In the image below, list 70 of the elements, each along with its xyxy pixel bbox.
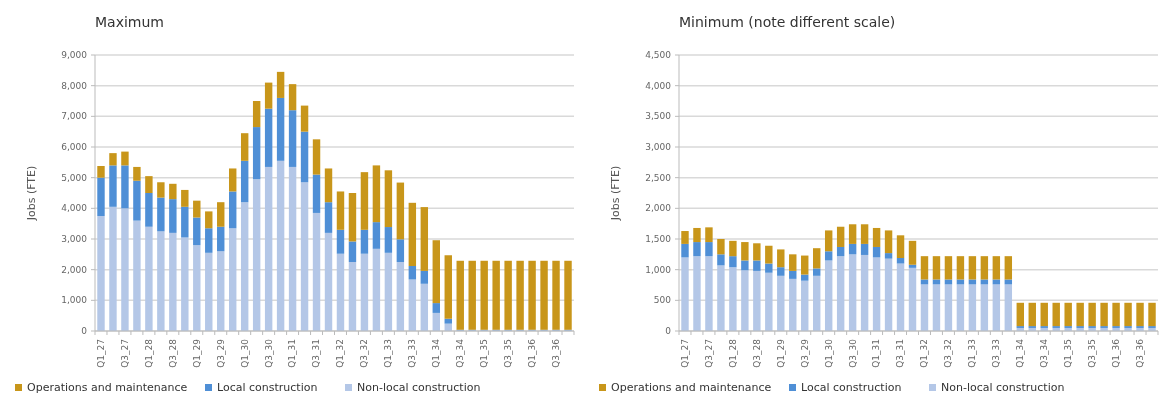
- y-tick-label: 7,000: [61, 111, 88, 122]
- y-tick-label: 500: [653, 295, 672, 306]
- y-tick-label: 1,500: [645, 233, 672, 244]
- chart-title: Minimum (note different scale): [679, 14, 896, 30]
- chart-title: Maximum: [95, 14, 164, 30]
- x-tick-label: Q3_27: [703, 339, 714, 368]
- x-tick-label: Q1_33: [383, 339, 394, 368]
- x-tick-label: Q3_32: [359, 339, 370, 368]
- x-tick-label: Q1_32: [335, 339, 346, 368]
- legend-label: Non-local construction: [357, 381, 481, 394]
- x-tick-label: Q3_36: [550, 338, 561, 368]
- x-tick-label: Q1_28: [727, 338, 738, 368]
- y-tick-label: 3,000: [645, 141, 672, 152]
- y-tick-label: 4,000: [61, 203, 88, 214]
- x-tick-label: Q1_35: [1063, 339, 1074, 368]
- x-tick-label: Q1_27: [679, 339, 690, 368]
- y-tick-label: 3,500: [645, 111, 672, 122]
- x-tick-label: Q3_35: [1087, 339, 1098, 368]
- x-tick-label: Q1_33: [967, 339, 978, 368]
- y-tick-label: 1,000: [61, 295, 88, 306]
- y-tick-label: 2,000: [645, 203, 672, 214]
- y-tick-label: 3,000: [61, 233, 88, 244]
- y-tick-label: 2,000: [61, 264, 88, 275]
- x-tick-label: Q3_29: [799, 338, 810, 368]
- y-tick-label: 2,500: [645, 172, 672, 183]
- x-tick-label: Q1_32: [919, 339, 930, 368]
- y-tick-label: 8,000: [61, 80, 88, 91]
- x-tick-label: Q3_28: [751, 338, 762, 368]
- x-tick-label: Q1_34: [431, 338, 442, 368]
- y-tick-label: 0: [81, 325, 88, 336]
- y-tick-label: 9,000: [61, 49, 88, 60]
- y-tick-label: 6,000: [61, 141, 88, 152]
- legend-label: Operations and maintenance: [611, 381, 772, 394]
- y-tick-label: 4,500: [645, 49, 672, 60]
- y-tick-label: 4,000: [645, 80, 672, 91]
- x-tick-label: Q3_32: [943, 339, 954, 368]
- x-tick-label: Q1_36: [1110, 338, 1121, 368]
- x-tick-label: Q1_35: [479, 339, 490, 368]
- x-tick-label: Q3_33: [407, 339, 418, 368]
- x-tick-label: Q1_31: [287, 339, 298, 368]
- x-tick-label: Q1_30: [823, 338, 834, 368]
- legend-label: Non-local construction: [941, 381, 1065, 394]
- legend-label: Local construction: [217, 381, 318, 394]
- x-tick-label: Q1_31: [871, 339, 882, 368]
- x-tick-label: Q3_31: [895, 339, 906, 368]
- x-tick-label: Q3_34: [455, 338, 466, 368]
- x-tick-label: Q3_36: [1134, 338, 1145, 368]
- x-tick-label: Q1_30: [239, 338, 250, 368]
- x-tick-label: Q1_28: [143, 338, 154, 368]
- x-tick-label: Q1_27: [95, 339, 106, 368]
- x-tick-label: Q3_34: [1039, 338, 1050, 368]
- y-axis-title: Jobs (FTE): [25, 165, 38, 222]
- x-tick-label: Q1_29: [191, 338, 202, 368]
- y-axis-title: Jobs (FTE): [609, 165, 622, 222]
- y-tick-label: 1,000: [645, 264, 672, 275]
- x-tick-label: Q3_31: [311, 339, 322, 368]
- x-tick-label: Q1_36: [526, 338, 537, 368]
- y-tick-label: 5,000: [61, 172, 88, 183]
- y-tick-label: 0: [665, 325, 672, 336]
- x-tick-label: Q1_29: [775, 338, 786, 368]
- legend-label: Local construction: [801, 381, 902, 394]
- x-tick-label: Q3_28: [167, 338, 178, 368]
- x-tick-label: Q3_35: [503, 339, 514, 368]
- x-tick-label: Q3_33: [991, 339, 1002, 368]
- x-tick-label: Q3_30: [847, 338, 858, 368]
- x-tick-label: Q1_34: [1015, 338, 1026, 368]
- x-tick-label: Q3_29: [215, 338, 226, 368]
- x-tick-label: Q3_27: [119, 339, 130, 368]
- legend-label: Operations and maintenance: [27, 381, 188, 394]
- x-tick-label: Q3_30: [263, 338, 274, 368]
